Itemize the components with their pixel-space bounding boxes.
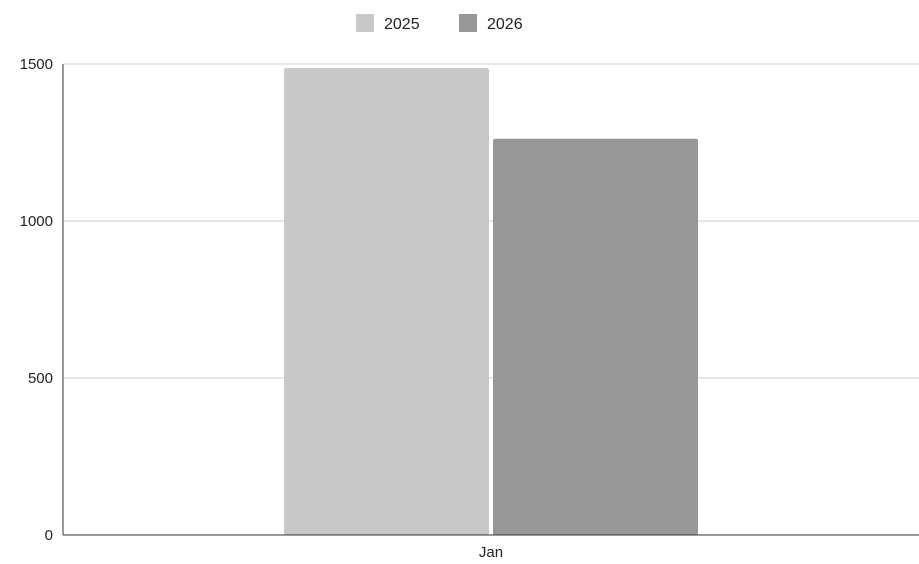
legend-label-2025: 2025 [384,16,420,33]
axes: 0 500 1000 1500 Jan [20,56,919,561]
y-tick-label: 1000 [20,213,53,230]
legend-swatch-2026 [459,14,477,32]
y-tick-label: 0 [45,527,53,544]
legend: 2025 2026 [356,14,523,33]
x-tick-label: Jan [479,544,503,559]
bar-2025-Jan [284,68,489,535]
bars [284,68,698,535]
bar-2026-Jan [493,138,698,535]
y-tick-label: 1500 [20,56,53,73]
gridlines [63,63,919,379]
legend-swatch-2025 [356,14,374,32]
y-tick-label: 500 [28,370,53,387]
legend-label-2026: 2026 [487,16,523,33]
